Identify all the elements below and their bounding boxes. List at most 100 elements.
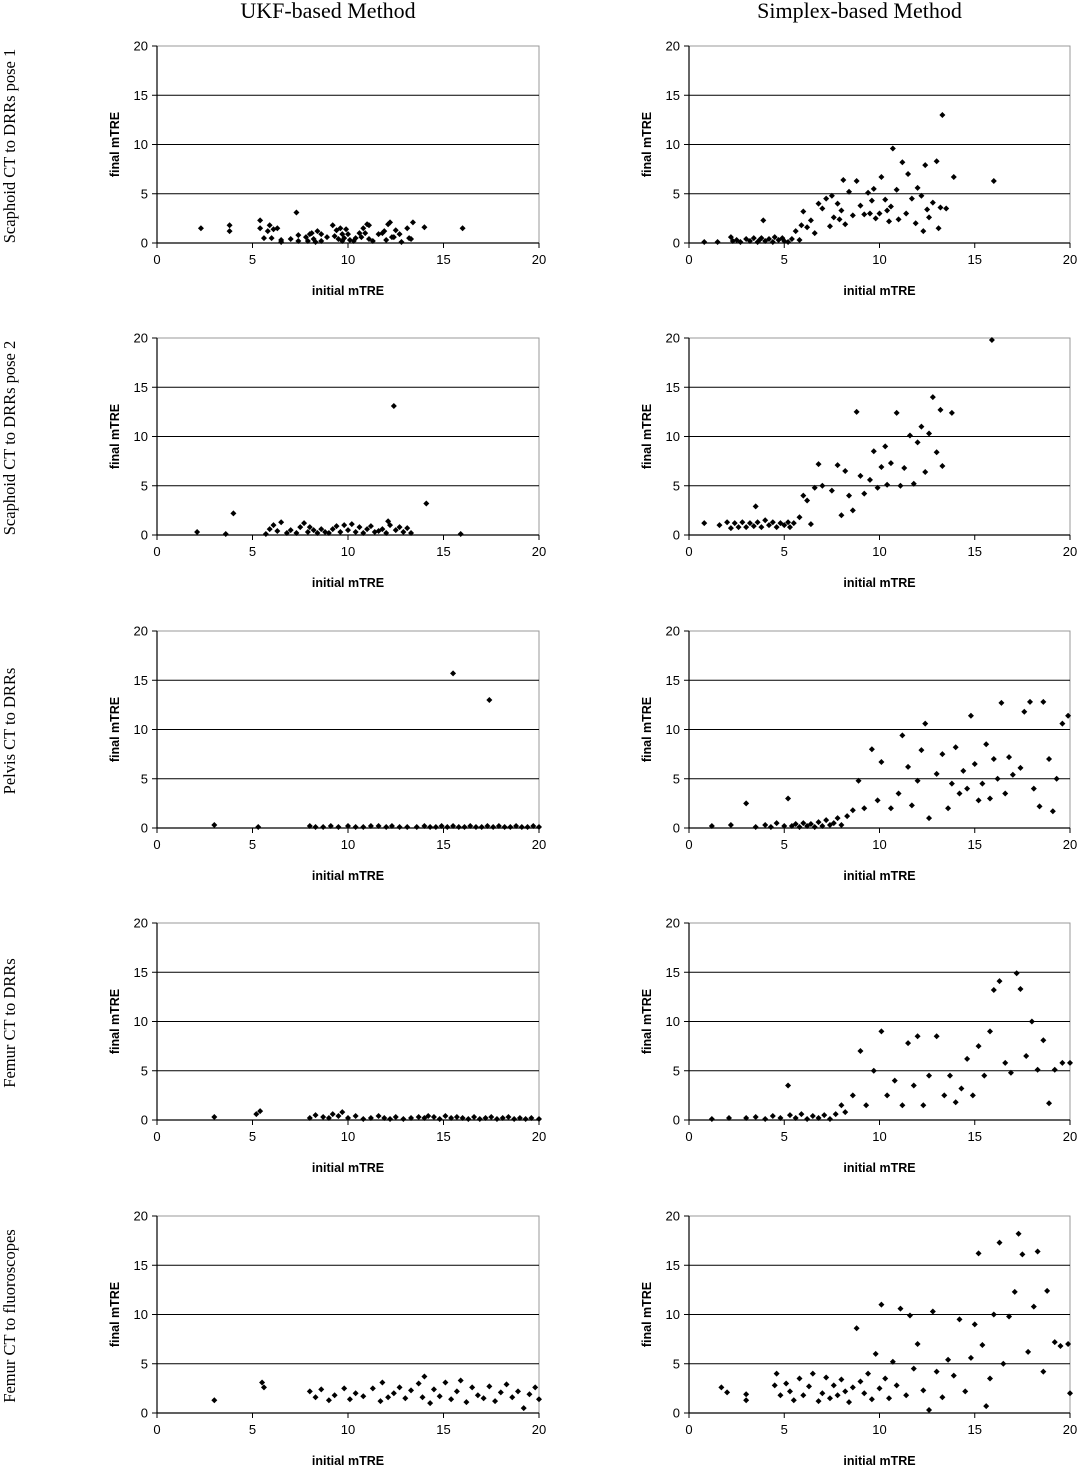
data-point (1051, 1339, 1058, 1346)
data-point (903, 210, 910, 217)
x-tick-label: 10 (872, 837, 886, 852)
data-point (415, 1114, 422, 1121)
data-point (331, 233, 338, 240)
data-point (526, 1391, 533, 1398)
data-point (766, 522, 773, 529)
data-point (1019, 1251, 1026, 1258)
data-point (1021, 708, 1028, 715)
y-axis-label: final mTRE (108, 697, 122, 762)
data-point (967, 1354, 974, 1361)
x-tick-label: 0 (685, 1129, 692, 1144)
data-point (1051, 1066, 1058, 1073)
data-point (771, 1382, 778, 1389)
data-point (939, 1394, 946, 1401)
data-point (408, 1115, 415, 1122)
data-point (530, 823, 537, 830)
row-label: Femur CT to fluoroscopes (0, 1229, 19, 1402)
data-point (453, 1388, 460, 1395)
x-tick-label: 0 (685, 1422, 692, 1437)
data-point (1034, 1248, 1041, 1255)
data-point (846, 1399, 853, 1406)
data-point (1044, 1287, 1051, 1294)
data-point (785, 239, 792, 246)
data-point (724, 1389, 731, 1396)
data-point (828, 487, 835, 494)
data-point (990, 177, 997, 184)
data-point (861, 490, 868, 497)
data-point (939, 111, 946, 118)
data-point (920, 1387, 927, 1394)
data-point (849, 807, 856, 814)
data-point (306, 1115, 313, 1122)
data-point (743, 1391, 750, 1398)
x-tick-label: 15 (968, 837, 982, 852)
data-point (996, 1239, 1003, 1246)
data-point (495, 823, 502, 830)
data-point (255, 824, 262, 831)
y-axis-label: final mTRE (108, 112, 122, 177)
x-tick-label: 20 (532, 252, 546, 267)
data-point (260, 235, 267, 242)
data-point (1030, 785, 1037, 792)
data-point (1053, 775, 1060, 782)
y-axis-label: final mTRE (640, 112, 654, 177)
data-point (785, 795, 792, 802)
data-point (823, 195, 830, 202)
x-tick-label: 15 (968, 1422, 982, 1437)
data-point (318, 231, 325, 238)
data-point (226, 222, 233, 229)
x-tick-label: 5 (249, 837, 256, 852)
data-point (815, 461, 822, 468)
data-point (849, 212, 856, 219)
y-axis-label: final mTRE (108, 404, 122, 469)
data-point (727, 822, 734, 829)
data-point (471, 1114, 478, 1121)
x-tick-label: 0 (685, 252, 692, 267)
data-point (948, 409, 955, 416)
data-point (872, 215, 879, 222)
data-point (490, 824, 497, 831)
data-point (893, 409, 900, 416)
data-point (868, 1396, 875, 1403)
data-point (367, 523, 374, 530)
data-point (274, 528, 281, 535)
data-point (796, 514, 803, 521)
data-point (360, 225, 367, 232)
data-point (459, 225, 466, 232)
data-point (392, 227, 399, 234)
data-point (861, 211, 868, 218)
data-point (743, 800, 750, 807)
x-tick-label: 20 (532, 837, 546, 852)
data-point (400, 529, 407, 536)
data-point (387, 219, 394, 226)
data-point (486, 1383, 493, 1390)
data-point (293, 209, 300, 216)
data-point (511, 1116, 518, 1123)
y-axis-label: final mTRE (640, 404, 654, 469)
data-point (503, 1381, 510, 1388)
data-point (329, 526, 336, 533)
data-point (197, 225, 204, 232)
x-axis-label: initial mTRE (312, 576, 384, 590)
data-point (895, 216, 902, 223)
data-point (828, 192, 835, 199)
data-point (994, 775, 1001, 782)
data-point (901, 465, 908, 472)
data-point (369, 238, 376, 245)
data-point (979, 1342, 986, 1349)
data-point (840, 176, 847, 183)
data-point (1006, 754, 1013, 761)
y-tick-label: 15 (666, 673, 680, 688)
y-tick-label: 20 (666, 1209, 680, 1224)
x-tick-label: 10 (341, 252, 355, 267)
data-point (731, 520, 738, 527)
data-point (855, 777, 862, 784)
data-point (887, 203, 894, 210)
data-point (844, 813, 851, 820)
x-tick-label: 20 (1063, 837, 1077, 852)
y-tick-label: 20 (666, 331, 680, 346)
y-tick-label: 0 (673, 821, 680, 836)
data-point (1013, 970, 1020, 977)
data-point (268, 235, 275, 242)
data-point (375, 1113, 382, 1120)
